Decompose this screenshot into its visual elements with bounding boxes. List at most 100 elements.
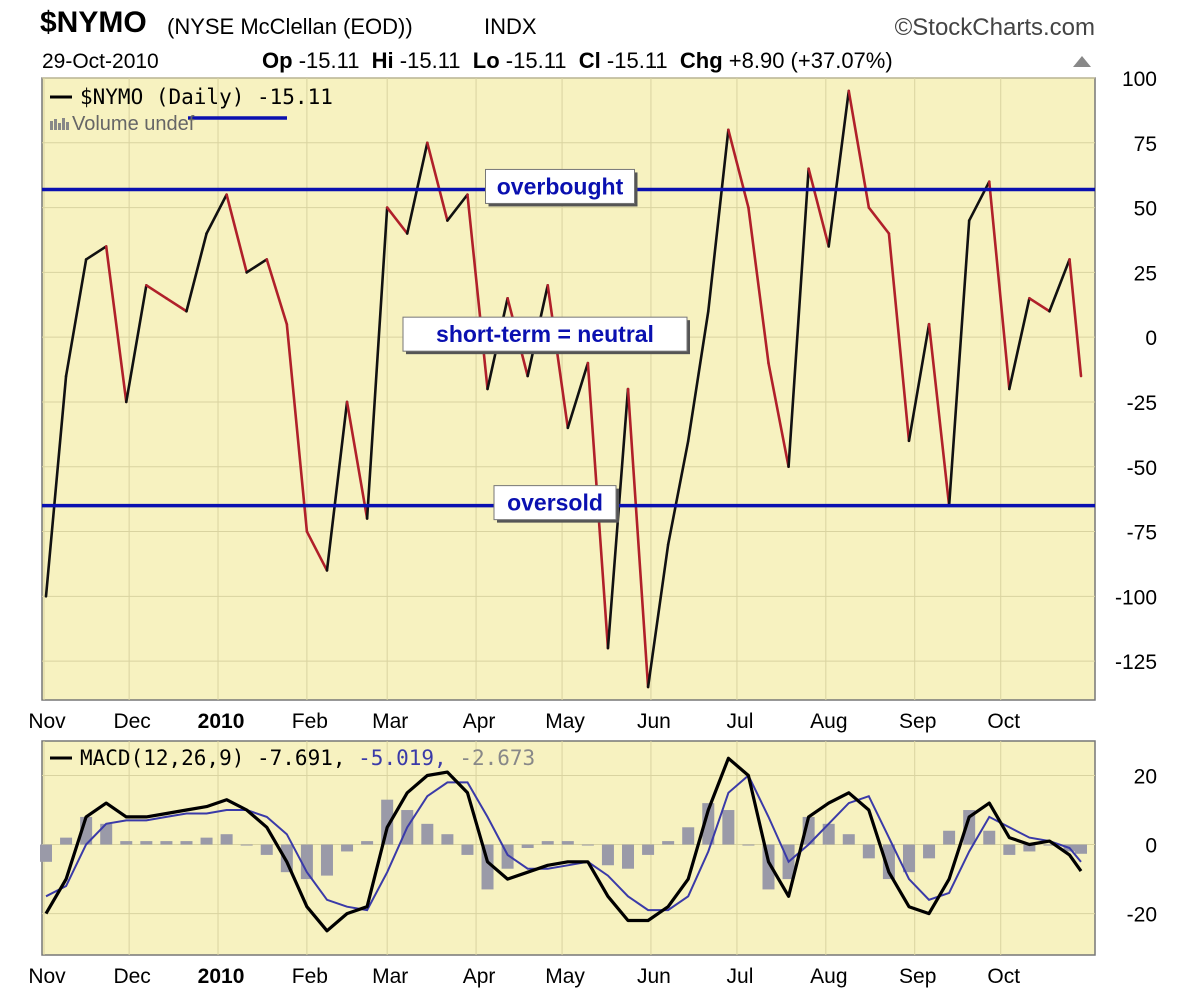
nymo-line-segment: [185, 232, 208, 313]
macd-x-tick-label: Jul: [727, 965, 754, 988]
macd-histogram-bar: [882, 844, 895, 880]
nymo-x-tick-label: Aug: [810, 710, 847, 733]
nymo-line-segment: [145, 284, 168, 300]
nymo-x-tick-label: Apr: [463, 710, 496, 733]
nymo-y-tick-label: 75: [1134, 133, 1157, 156]
macd-histogram-bar: [160, 841, 173, 845]
nymo-x-tick-label: Sep: [899, 710, 936, 733]
high-value: -15.11: [399, 48, 461, 73]
chart-subtitle: (NYSE McClellan (EOD)): [167, 14, 413, 39]
macd-histogram-bar: [521, 844, 534, 848]
nymo-line-segment: [285, 322, 309, 533]
macd-y-tick-label: 0: [1145, 835, 1157, 858]
macd-x-tick-label: May: [545, 965, 585, 988]
nymo-line-segment: [927, 322, 951, 507]
macd-histogram-bar: [862, 844, 875, 859]
nymo-line-segment: [827, 89, 851, 248]
high-label: Hi: [371, 48, 394, 73]
nymo-line-segment: [807, 167, 831, 248]
nymo-y-tick-label: -100: [1115, 586, 1157, 609]
nymo-line-segment: [706, 128, 730, 313]
nymo-x-tick-label: Jul: [727, 710, 754, 733]
nymo-line-segment: [64, 258, 88, 378]
volume-icon-bar: [62, 118, 65, 130]
macd-histogram-bar: [963, 810, 976, 845]
ohlc-readout: Op -15.11 Hi -15.11 Lo -15.11 Cl -15.11 …: [262, 48, 893, 74]
macd-histogram-bar: [1023, 844, 1036, 852]
nymo-x-tick-label: Jun: [637, 710, 671, 733]
macd-histogram-bar: [421, 823, 434, 845]
macd-histogram-bar: [200, 837, 213, 845]
nymo-line-segment: [987, 180, 1011, 391]
nymo-y-tick-label: -25: [1127, 392, 1157, 415]
nymo-line-segment: [767, 361, 790, 469]
nymo-x-tick-label: 2010: [198, 710, 245, 733]
nymo-line-segment: [205, 193, 228, 235]
macd-x-tick-label: Aug: [810, 965, 847, 988]
nymo-line-segment: [546, 284, 570, 430]
macd-x-tick-label: Nov: [28, 965, 66, 988]
macd-histogram-bar: [501, 844, 514, 869]
nymo-line-segment: [225, 193, 248, 274]
nymo-line-segment: [345, 400, 369, 520]
macd-histogram-bar: [923, 844, 936, 859]
nymo-line-segment: [104, 245, 128, 404]
nymo-line-segment: [947, 219, 971, 507]
nymo-line-segment: [44, 374, 68, 598]
open-value: -15.11: [298, 48, 360, 73]
exchange-label: INDX: [484, 14, 537, 39]
low-label: Lo: [472, 48, 500, 73]
macd-line: [44, 756, 1083, 933]
macd-x-tick-label: Feb: [292, 965, 328, 988]
macd-histogram-bar: [260, 844, 273, 855]
macd-histogram-bar: [240, 844, 253, 846]
nymo-line-segment: [245, 258, 269, 274]
nymo-line-segment: [124, 284, 148, 404]
nymo-line-segment: [787, 167, 810, 469]
nymo-line-segment: [84, 245, 108, 261]
nymo-line-segment: [385, 206, 409, 235]
macd-histogram-bar: [581, 844, 594, 846]
volume-icon-bar: [50, 121, 53, 130]
macd-legend-part: MACD(12,26,9) -7.691,: [80, 746, 346, 770]
macd-histogram-bar: [320, 844, 333, 876]
nymo-line-segment: [666, 439, 690, 546]
level-label-short-term-neutral: short-term = neutral: [402, 316, 690, 355]
nymo-line-segment: [1028, 296, 1051, 313]
nymo-x-tick-label: Mar: [372, 710, 408, 733]
macd-x-tick-label: 2010: [198, 965, 245, 988]
nymo-line-segment: [867, 206, 891, 235]
macd-histogram-bar: [220, 834, 233, 845]
macd-x-tick-label: Apr: [463, 965, 496, 988]
nymo-y-tick-label: 100: [1122, 68, 1157, 91]
nymo-line-segment: [1048, 258, 1071, 313]
macd-histogram-bar: [361, 841, 374, 845]
macd-histogram-bar: [1075, 844, 1087, 854]
nymo-line-segment: [305, 530, 329, 572]
close-value: -15.11: [606, 48, 668, 73]
quote-date: 29-Oct-2010: [42, 50, 159, 73]
macd-histogram-bar: [902, 844, 915, 873]
macd-x-tick-label: Dec: [113, 965, 150, 988]
macd-legend-part: -2.673: [447, 746, 536, 770]
close-label: Cl: [578, 48, 601, 73]
nymo-y-tick-label: 0: [1145, 327, 1157, 350]
macd-histogram-bar: [100, 823, 113, 845]
change-value: +8.90 (+37.07%): [728, 48, 893, 73]
volume-icon-bar: [54, 119, 57, 130]
macd-x-tick-label: Oct: [987, 965, 1020, 988]
macd-x-tick-label: Jun: [637, 965, 671, 988]
nymo-line-segment: [1008, 296, 1031, 391]
macd-histogram-bar: [822, 823, 835, 845]
volume-bars-icon: [50, 118, 69, 130]
macd-histogram-bar: [461, 844, 474, 855]
macd-x-tick-label: Mar: [372, 965, 408, 988]
volume-icon-bar: [58, 123, 61, 130]
volume-icon-bar: [66, 122, 69, 130]
macd-histogram-bar: [742, 844, 755, 846]
nymo-line-segment: [325, 400, 349, 572]
macd-plot-area: [41, 740, 1096, 956]
brand-link[interactable]: ©StockCharts.com: [894, 14, 1095, 41]
macd-histogram-bar: [702, 803, 715, 845]
